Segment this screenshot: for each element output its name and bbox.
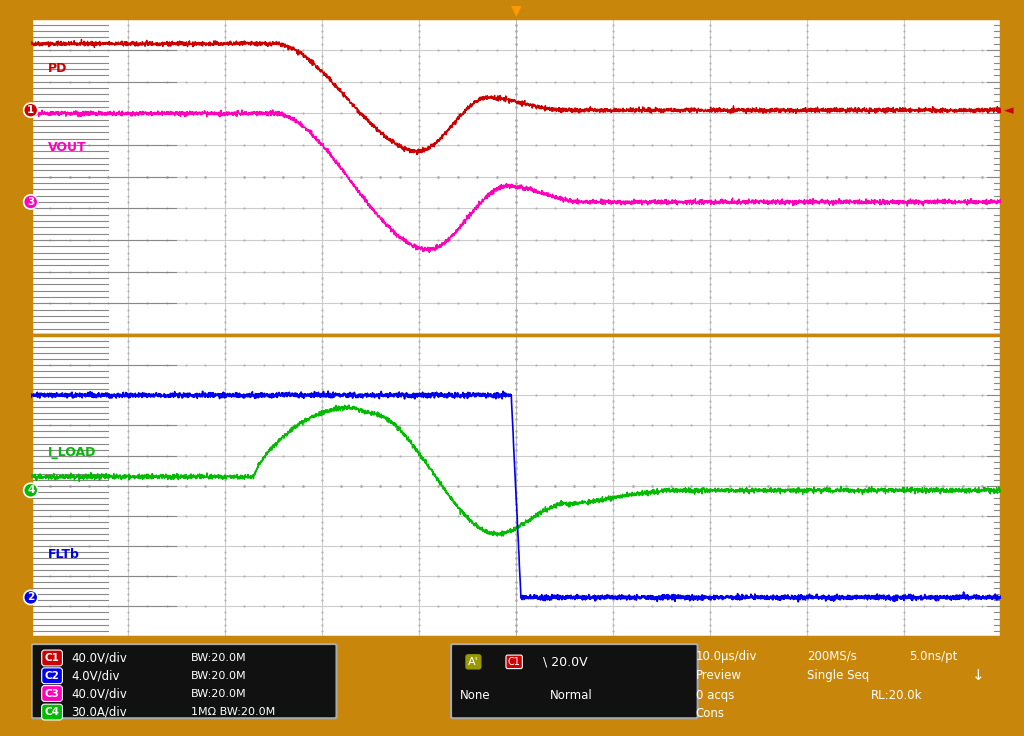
Text: A': A' bbox=[468, 657, 479, 667]
Text: ◄: ◄ bbox=[1005, 104, 1014, 117]
Text: 5.0ns/pt: 5.0ns/pt bbox=[909, 650, 957, 663]
Text: Preview: Preview bbox=[695, 669, 741, 682]
Text: VOUT: VOUT bbox=[48, 141, 87, 155]
Text: 3: 3 bbox=[27, 197, 35, 207]
Text: BW:20.0M: BW:20.0M bbox=[190, 653, 247, 663]
Text: 1: 1 bbox=[27, 105, 35, 115]
Text: Normal: Normal bbox=[550, 689, 593, 701]
Text: 30.0A/div: 30.0A/div bbox=[72, 706, 127, 718]
Text: 2: 2 bbox=[27, 592, 35, 602]
Text: C4: C4 bbox=[45, 707, 59, 717]
Text: 10.0μs/div: 10.0μs/div bbox=[695, 650, 757, 663]
FancyBboxPatch shape bbox=[32, 644, 337, 718]
Text: 40.0V/div: 40.0V/div bbox=[72, 687, 127, 700]
Text: RL:20.0k: RL:20.0k bbox=[870, 689, 922, 701]
Text: 4: 4 bbox=[27, 485, 35, 495]
Text: C2: C2 bbox=[45, 670, 59, 681]
Text: C3: C3 bbox=[45, 689, 59, 698]
Text: 1MΩ BW:20.0M: 1MΩ BW:20.0M bbox=[190, 707, 275, 717]
Text: 200MS/s: 200MS/s bbox=[807, 650, 857, 663]
Text: C1: C1 bbox=[45, 653, 59, 663]
Text: BW:20.0M: BW:20.0M bbox=[190, 670, 247, 681]
Text: C1: C1 bbox=[508, 657, 520, 667]
Text: Cons: Cons bbox=[695, 707, 725, 720]
Text: ↓: ↓ bbox=[973, 668, 985, 683]
FancyBboxPatch shape bbox=[451, 644, 697, 718]
Text: PD: PD bbox=[48, 63, 68, 75]
Text: I_LOAD: I_LOAD bbox=[48, 445, 96, 459]
Text: 0 acqs: 0 acqs bbox=[695, 689, 734, 701]
Text: None: None bbox=[460, 689, 490, 701]
Text: Single Seq: Single Seq bbox=[807, 669, 869, 682]
Text: BW:20.0M: BW:20.0M bbox=[190, 689, 247, 698]
Text: ▼: ▼ bbox=[511, 4, 521, 18]
Text: 4.0V/div: 4.0V/div bbox=[72, 669, 120, 682]
Text: FLTb: FLTb bbox=[48, 548, 80, 561]
Text: \ 20.0V: \ 20.0V bbox=[544, 655, 588, 668]
Text: 40.0V/div: 40.0V/div bbox=[72, 651, 127, 665]
